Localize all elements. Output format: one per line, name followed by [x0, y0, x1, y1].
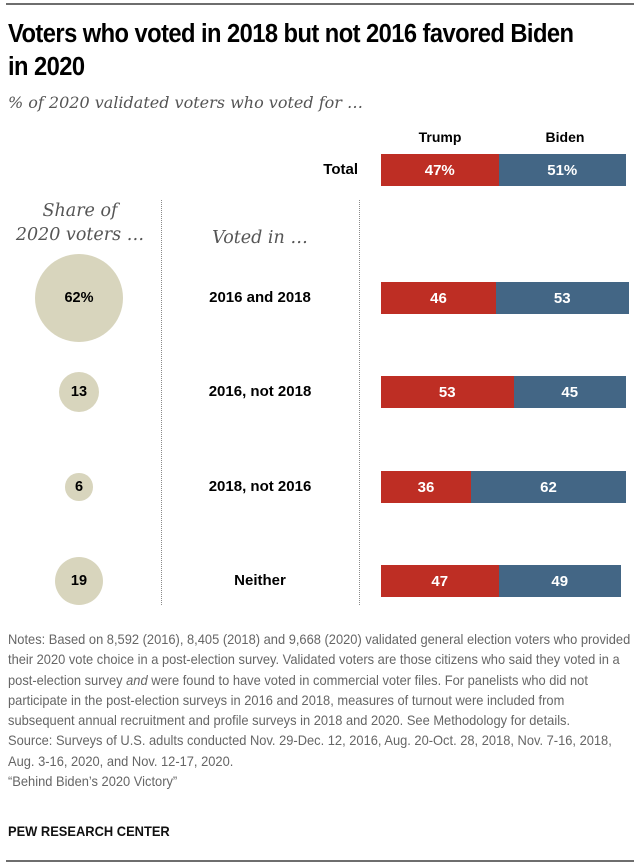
row-label: 2018, not 2016	[208, 478, 312, 495]
bar-biden: 49	[498, 565, 621, 597]
share-column-header: Share of 2020 voters …	[10, 199, 150, 247]
notes-block: Notes: Based on 8,592 (2016), 8,405 (201…	[8, 629, 634, 791]
row-label-total: Total	[323, 161, 358, 178]
report-title: “Behind Biden’s 2020 Victory”	[8, 773, 178, 790]
bar-trump: 46	[381, 282, 496, 314]
row-label: Neither	[234, 572, 286, 589]
bar-trump: 36	[381, 471, 471, 503]
share-bubble: 19	[54, 556, 104, 606]
bar-trump: 53	[381, 376, 514, 408]
bar-biden: 51%	[498, 154, 626, 186]
share-bubble: 6	[65, 473, 93, 501]
bar-biden: 62	[471, 471, 626, 503]
voted-in-column-header: Voted in …	[212, 228, 308, 248]
share-header-line2: 2020 voters …	[15, 225, 145, 245]
notes-text-emphasis: and	[126, 671, 148, 688]
row-label: 2016, not 2018	[208, 383, 312, 400]
bottom-rule	[6, 860, 634, 862]
top-rule	[6, 3, 634, 5]
row-label: 2016 and 2018	[209, 289, 311, 306]
source-text: Source: Surveys of U.S. adults conducted…	[8, 732, 612, 769]
divider-right	[359, 200, 360, 605]
pew-brand: PEW RESEARCH CENTER	[8, 823, 170, 839]
share-header-line1: Share of	[42, 201, 118, 221]
notes-text: Notes: Based on 8,592 (2016), 8,405 (201…	[8, 629, 634, 730]
divider-left	[161, 200, 162, 605]
chart-title: Voters who voted in 2018 but not 2016 fa…	[8, 20, 574, 81]
bar-biden: 53	[496, 282, 629, 314]
chart-subtitle: % of 2020 validated voters who voted for…	[8, 93, 363, 112]
share-bubble: 13	[58, 371, 100, 413]
legend-biden: Biden	[545, 129, 585, 145]
bar-trump: 47%	[381, 154, 499, 186]
bar-biden: 45	[513, 376, 626, 408]
bar-trump: 47	[381, 565, 499, 597]
notes-text-part: Notes: Based on 8,592 (2016), 8,405 (201…	[8, 631, 631, 688]
share-bubble: 62%	[34, 253, 124, 343]
notes-text-part: were found to have voted in commercial v…	[8, 671, 588, 729]
legend-trump: Trump	[418, 129, 462, 145]
